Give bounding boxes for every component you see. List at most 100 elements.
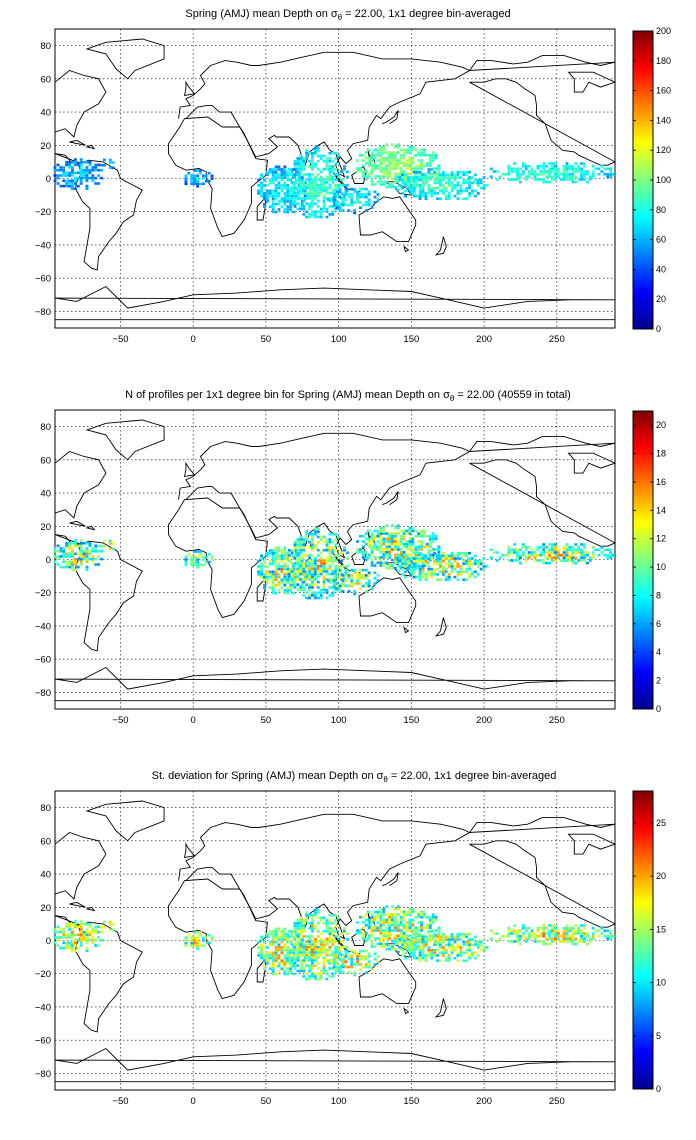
data-cell [274,954,278,957]
data-cell [271,197,275,200]
data-cell [427,938,431,941]
data-cell [447,181,451,185]
data-cell [271,573,275,576]
data-cell [418,948,422,952]
data-cell [411,548,415,551]
data-cell [97,930,101,934]
data-cell [373,164,377,168]
data-cell [421,938,425,941]
data-cell [108,920,112,924]
data-cell [428,926,432,930]
data-cell [289,970,293,973]
data-cell [415,565,419,568]
colorbar-tick-label: 16 [656,477,666,487]
data-cell [79,557,83,561]
data-cell [404,935,407,939]
data-cell [91,549,95,553]
colorbar-tick-label: 20 [656,420,666,430]
data-cell [62,560,66,564]
data-cell [271,176,275,179]
data-cell [367,926,371,930]
data-cell [513,548,517,552]
data-cell [283,589,287,592]
data-cell [428,161,432,165]
data-cell [591,170,595,173]
data-cell [434,537,438,541]
data-cell [439,946,442,949]
data-cell [311,953,314,957]
data-cell [588,559,592,562]
data-cell [274,938,278,941]
data-cell [325,191,329,195]
data-cell [296,921,300,925]
data-cell [297,184,301,187]
data-cell [302,162,306,166]
data-cell [190,179,194,183]
data-cell [308,975,311,978]
data-cell [260,567,263,571]
data-cell [456,578,460,581]
data-cell [274,964,278,968]
data-cell [299,538,303,541]
data-cell [313,191,317,195]
data-cell [345,175,349,179]
data-cell [556,556,560,560]
data-cell [340,932,343,936]
data-cell [65,941,69,945]
data-cell [441,186,445,190]
data-cell [600,551,604,554]
data-cell [423,177,426,181]
data-cell [408,907,412,911]
data-cell [260,181,263,185]
data-cell [574,932,578,935]
data-cell [427,551,431,555]
data-cell [476,565,480,568]
data-cell [343,945,346,949]
data-cell [415,194,419,198]
data-cell [94,182,98,185]
data-cell [271,938,275,941]
data-cell [302,157,306,160]
coastline [382,110,399,125]
data-cell [59,174,63,177]
data-cell [82,555,86,558]
data-cell [393,542,397,546]
data-cell [396,939,400,943]
data-cell [424,943,428,947]
data-cell [367,574,371,577]
data-cell [313,202,317,205]
data-cell [316,948,320,952]
data-cell [316,564,320,568]
data-cell [347,971,351,974]
data-cell [334,564,338,568]
data-cell [277,168,281,171]
data-cell [609,932,613,935]
data-cell [311,929,314,933]
data-cell [367,201,371,204]
data-cell [356,921,359,924]
data-cell [305,916,309,920]
data-cell [277,549,281,552]
data-cell [344,571,348,575]
data-cell [290,562,294,565]
data-cell [407,948,410,952]
data-cell [345,937,349,941]
data-cell [319,551,323,555]
data-cell [533,175,537,179]
data-cell [405,529,409,533]
data-cell [385,942,389,946]
data-cell [439,570,442,574]
data-cell [311,580,314,584]
data-cell [292,554,295,558]
data-cell [316,940,320,944]
data-cell [274,202,278,206]
data-cell [433,186,437,190]
data-cell [56,176,60,180]
data-cell [588,175,592,179]
data-cell [456,562,460,566]
data-cell [439,943,442,947]
data-cell [542,940,546,943]
data-cell [286,578,290,581]
data-cell [385,180,389,184]
data-cell [606,175,610,179]
